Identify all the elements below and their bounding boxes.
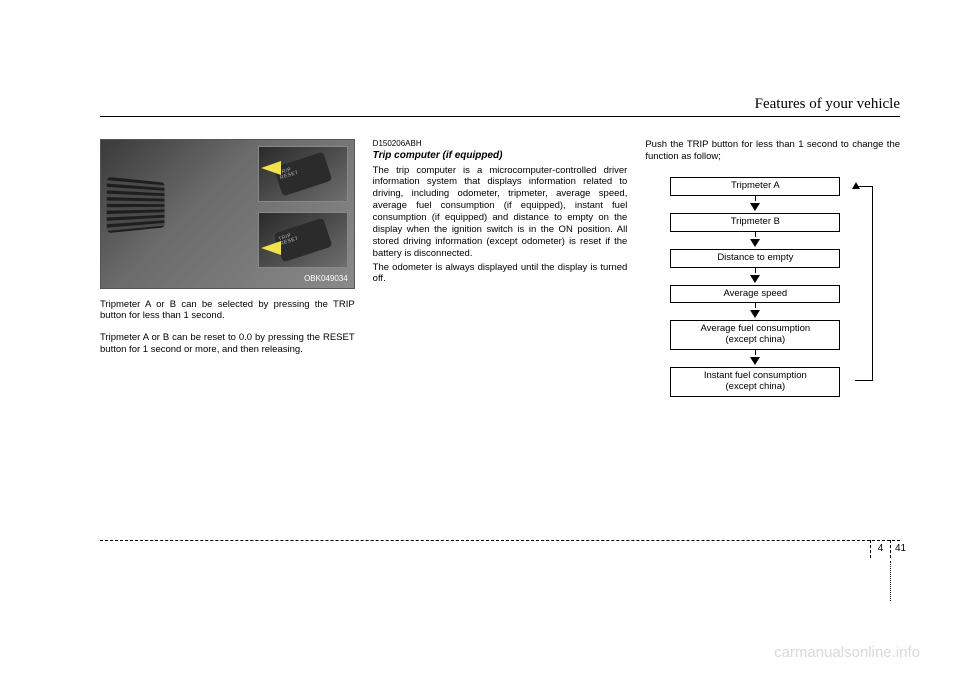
page-header: Features of your vehicle [100,95,900,117]
dashboard-photo: TRIP RESET TRIP RESET OBK049034 [100,139,355,289]
down-arrow-icon [750,203,760,211]
column-2: D150206ABH Trip computer (if equipped) T… [373,139,628,397]
columns: TRIP RESET TRIP RESET OBK049034 Tripmete… [100,139,900,397]
flow-connector [755,232,756,237]
yellow-arrow-icon [261,161,281,175]
flow-box: Tripmeter A [670,177,840,196]
reset-button-inset: TRIP RESET [258,212,348,268]
trip-button-inset: TRIP RESET [258,146,348,202]
down-arrow-icon [750,275,760,283]
down-arrow-icon [750,357,760,365]
flow-box: Average fuel consumption (except china) [670,320,840,350]
flow-connector [755,350,756,355]
flow-connector [755,196,756,201]
paragraph: Tripmeter A or B can be reset to 0.0 by … [100,332,355,356]
chapter-number: 4 [870,540,890,558]
footer-dots [890,561,891,601]
page-number-box: 4 41 [870,540,910,558]
section-title: Features of your vehicle [755,96,900,112]
flow-return-line [855,186,873,381]
page-number: 41 [890,540,910,558]
flow-connector [755,268,756,273]
subheading: Trip computer (if equipped) [373,150,628,163]
footer-rule: 4 41 [100,540,900,541]
trip-reset-button-graphic: TRIP RESET [273,218,332,263]
air-vent-graphic [107,177,165,234]
flowchart: Tripmeter A Tripmeter B Distance to empt… [655,177,855,397]
down-arrow-icon [750,310,760,318]
flow-box: Instant fuel consumption (except china) [670,367,840,397]
flow-box: Average speed [670,285,840,304]
flow-connector [755,303,756,308]
paragraph: Push the TRIP button for less than 1 sec… [645,139,900,163]
watermark: carmanualsonline.info [774,644,920,661]
paragraph: Tripmeter A or B can be selected by pres… [100,299,355,323]
paragraph: The trip computer is a microcomputer-con… [373,165,628,260]
down-arrow-icon [750,239,760,247]
column-1: TRIP RESET TRIP RESET OBK049034 Tripmete… [100,139,355,397]
flow-box: Distance to empty [670,249,840,268]
yellow-arrow-icon [261,241,281,255]
up-arrow-icon [852,182,860,189]
column-3: Push the TRIP button for less than 1 sec… [645,139,900,397]
doc-code: D150206ABH [373,139,628,149]
page-content: Features of your vehicle TRIP RESET TRIP… [100,95,900,397]
paragraph: The odometer is always displayed until t… [373,262,628,286]
trip-reset-button-graphic: TRIP RESET [273,152,332,197]
photo-code: OBK049034 [304,274,348,284]
flow-box: Tripmeter B [670,213,840,232]
page-footer: 4 41 [100,540,900,541]
